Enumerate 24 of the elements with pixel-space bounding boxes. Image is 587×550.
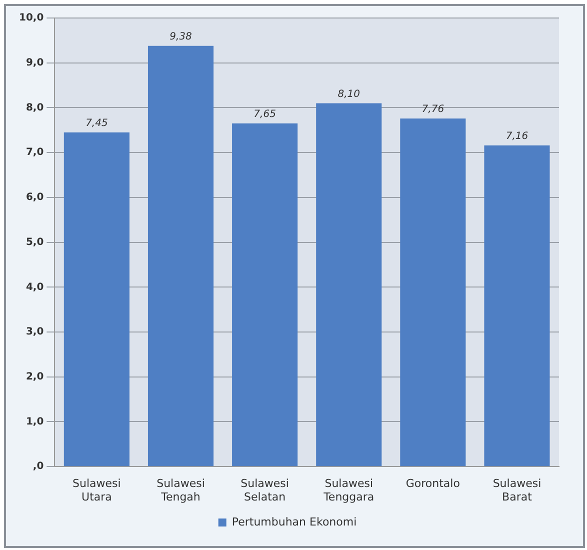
x-tick-label: Sulawesi Tengah	[156, 477, 205, 504]
x-tick-label: Sulawesi Utara	[72, 477, 121, 504]
x-tick-label: Gorontalo	[406, 477, 460, 490]
y-tick-label: ,0	[32, 461, 44, 472]
data-label: 7,16	[506, 130, 528, 142]
y-tick-label: 4,0	[26, 282, 44, 293]
data-label: 7,45	[86, 118, 108, 129]
y-tick-label: 5,0	[26, 236, 44, 248]
x-tick-label: Sulawesi Barat	[492, 477, 542, 504]
data-label: 7,76	[422, 104, 444, 116]
data-label: 9,38	[170, 31, 192, 42]
legend-label: Pertumbuhan Ekonomi	[232, 515, 357, 528]
data-label: 8,10	[338, 88, 360, 100]
y-tick-label: 6,0	[26, 192, 44, 204]
y-tick-label: 10,0	[18, 12, 44, 24]
y-tick-label: 3,0	[26, 326, 44, 338]
y-tick-label: 8,0	[26, 102, 44, 114]
y-tick-label: 7,0	[26, 147, 44, 158]
x-tick-label: Sulawesi Tenggara	[322, 477, 374, 504]
y-tick-label: 9,0	[26, 57, 44, 68]
data-label: 7,65	[254, 109, 276, 120]
x-tick-label: Sulawesi Selatan	[240, 477, 289, 504]
y-tick-label: 1,0	[26, 416, 44, 428]
y-tick-label: 2,0	[26, 371, 44, 382]
